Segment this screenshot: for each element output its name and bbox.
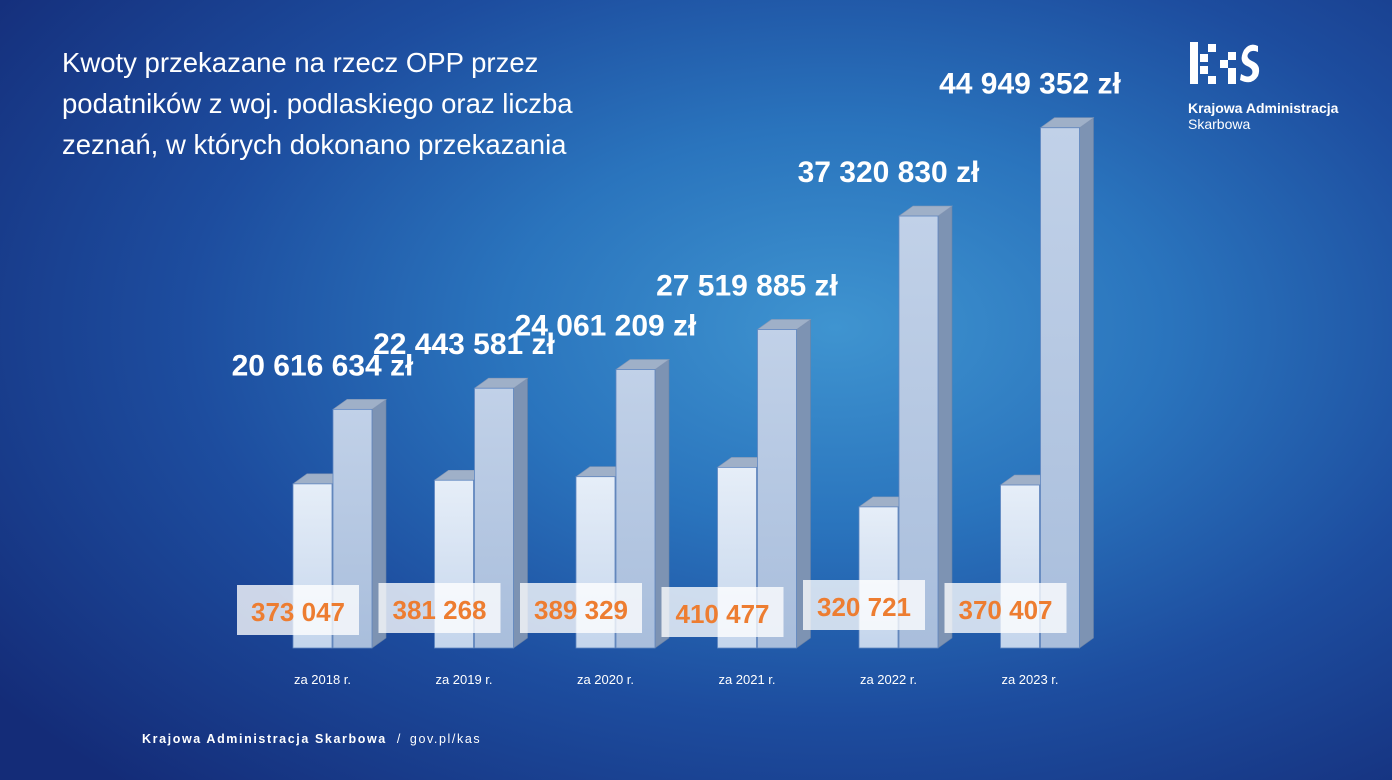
- logo-line-1: Krajowa Administracja: [1188, 100, 1339, 116]
- footer-separator: /: [396, 732, 402, 746]
- kas-logo-text: Krajowa Administracja Skarbowa: [1188, 100, 1338, 132]
- amount-label-2021: 27 519 885 zł: [656, 269, 838, 302]
- bar-group-2023: 370 407 44 949 352 zł za 2023 r.: [939, 68, 1121, 687]
- chart-title: Kwoty przekazane na rzecz OPP przez poda…: [62, 42, 702, 165]
- bar-group-2022: 320 721 37 320 830 zł za 2022 r.: [798, 156, 980, 687]
- title-line-3: zeznań, w których dokonano przekazania: [62, 129, 567, 160]
- bar-group-2020: 389 329 24 061 209 zł za 2020 r.: [515, 310, 697, 687]
- count-label-2020: 389 329: [534, 595, 628, 625]
- count-label-box-2020: [520, 583, 642, 633]
- amount-label-2022: 37 320 830 zł: [798, 156, 980, 189]
- category-label-2020: za 2020 r.: [577, 672, 634, 687]
- bar-group-2018: 373 047 20 616 634 zł za 2018 r.: [232, 349, 414, 687]
- footer-url: gov.pl/kas: [409, 732, 482, 746]
- amount-label-2020: 24 061 209 zł: [515, 310, 697, 343]
- category-label-2021: za 2021 r.: [718, 672, 775, 687]
- count-label-2023: 370 407: [959, 595, 1053, 625]
- kas-logo-mark-icon: [1190, 42, 1260, 84]
- amount-bar-2022-side: [937, 205, 953, 649]
- count-label-2022: 320 721: [817, 592, 911, 622]
- bar-group-2019: 381 268 22 443 581 zł za 2019 r.: [373, 328, 555, 687]
- bar-group-2021: 410 477 27 519 885 zł za 2021 r.: [656, 269, 838, 687]
- category-label-2022: za 2022 r.: [860, 672, 917, 687]
- category-label-2019: za 2019 r.: [435, 672, 492, 687]
- amount-label-2018: 20 616 634 zł: [232, 349, 414, 382]
- count-label-2021: 410 477: [676, 599, 770, 629]
- title-line-2: podatników z woj. podlaskiego oraz liczb…: [62, 88, 573, 119]
- amount-bar-2022-front: [898, 215, 939, 649]
- count-label-box-2021: [661, 587, 784, 637]
- amount-bar-2023-front: [1040, 127, 1080, 649]
- title-line-1: Kwoty przekazane na rzecz OPP przez: [62, 47, 539, 78]
- count-label-box-2019: [378, 583, 501, 633]
- amount-label-2019: 22 443 581 zł: [373, 328, 555, 361]
- footer: Krajowa Administracja Skarbowa / gov.pl/ka…: [142, 732, 481, 746]
- count-label-2018: 373 047: [251, 597, 345, 627]
- amount-bar-2023-side: [1079, 117, 1094, 649]
- logo-line-2: Skarbowa: [1188, 116, 1251, 132]
- count-label-box-2023: [944, 583, 1067, 633]
- amount-bar-2023: [1039, 117, 1095, 649]
- count-label-2019: 381 268: [393, 595, 487, 625]
- amount-bar-2022: [898, 205, 953, 649]
- amount-label-2023: 44 949 352 zł: [939, 68, 1121, 101]
- footer-brand: Krajowa Administracja Skarbowa: [142, 732, 387, 746]
- category-label-2018: za 2018 r.: [294, 672, 351, 687]
- count-label-box-2018: [237, 585, 359, 635]
- count-label-box-2022: [803, 580, 925, 630]
- kas-logo: [1188, 38, 1368, 138]
- category-label-2023: za 2023 r.: [1001, 672, 1058, 687]
